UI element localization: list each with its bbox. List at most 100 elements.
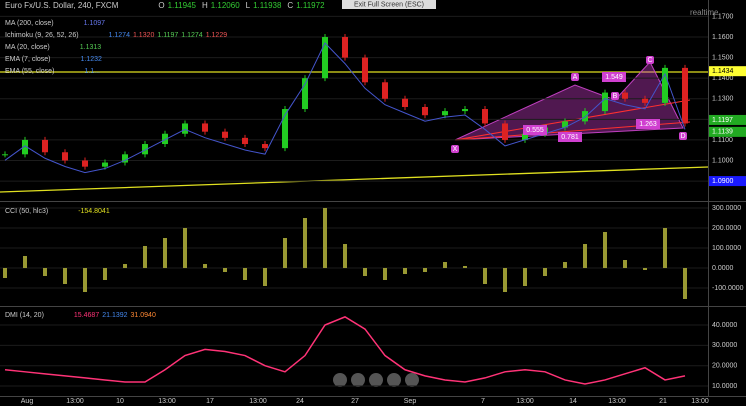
exit-fullscreen-label[interactable]: Exit Full Screen (ESC)	[354, 1, 424, 8]
cci-bar	[263, 268, 267, 286]
dmi-reading: 15.4687	[74, 312, 99, 319]
candle	[522, 133, 528, 140]
pattern-ratio-tag	[523, 125, 547, 135]
dmi-title: DMI (14, 20)	[5, 312, 44, 319]
candle	[382, 82, 388, 99]
candle	[22, 139, 28, 155]
candle	[42, 139, 48, 153]
y-tick-label: 1.1500	[712, 54, 734, 61]
pattern-point-tag	[571, 73, 579, 81]
candle	[322, 37, 328, 79]
cci-bar	[463, 266, 467, 268]
candle	[302, 78, 308, 110]
x-tick-label: 27	[351, 398, 359, 405]
candle	[662, 67, 668, 103]
candle	[162, 133, 168, 145]
cci-bar	[143, 246, 147, 268]
x-tick-label: 13:00	[249, 398, 267, 405]
cci-bar	[203, 264, 207, 268]
candle	[102, 162, 108, 167]
indicator-value: 1.1313	[80, 44, 102, 51]
x-tick-label: 13:00	[158, 398, 176, 405]
candle	[602, 92, 608, 112]
y-tick-label: 1.1600	[712, 34, 734, 41]
y-tick-label: 30.0000	[712, 342, 737, 349]
ohlc-key: C	[287, 1, 293, 10]
cci-bar	[63, 268, 67, 284]
pattern-ratio: 1.549	[605, 74, 623, 81]
nav-button[interactable]	[405, 373, 419, 387]
cci-bar	[643, 268, 647, 270]
pattern-point: X	[453, 146, 458, 153]
ohlc-value: 1.11972	[296, 1, 325, 10]
cci-bar	[523, 268, 527, 286]
indicator-value: 1.1232	[81, 56, 103, 63]
candle	[422, 106, 428, 116]
indicator-value: 1.1274	[109, 32, 131, 39]
pattern-point-tag	[451, 145, 459, 153]
cci-bar	[363, 268, 367, 276]
cci-bar	[503, 268, 507, 292]
pattern-ratio-tag	[558, 132, 582, 142]
ohlc-key: O	[158, 1, 164, 10]
x-tick-label: Aug	[21, 398, 34, 405]
pattern-point-tag	[679, 132, 687, 140]
nav-button[interactable]	[369, 373, 383, 387]
x-tick-label: 17	[206, 398, 214, 405]
pattern-ratio: 1.263	[639, 121, 657, 128]
indicator-value: 1.1197	[157, 32, 178, 39]
exit-fullscreen-button[interactable]	[342, 0, 436, 9]
candle	[282, 109, 288, 149]
dmi-reading: 21.1392	[102, 312, 127, 319]
cci-bar	[243, 268, 247, 280]
price-marker	[709, 114, 746, 125]
y-tick-label: 40.0000	[712, 322, 737, 329]
cci-bar	[183, 228, 187, 268]
x-tick-label: Sep	[404, 398, 417, 405]
cci-bar	[123, 264, 127, 268]
y-tick-label: 300.0000	[712, 205, 741, 212]
nav-button[interactable]	[351, 373, 365, 387]
cci-bar	[403, 268, 407, 274]
cci-bar	[423, 268, 427, 272]
indicator-value: 1.1...	[84, 68, 100, 75]
indicator-legend: EMA (7, close) 1.1232	[5, 56, 102, 63]
y-tick-label: 1.1000	[712, 157, 734, 164]
candle	[562, 121, 568, 128]
pattern-ratio: 0.781	[561, 134, 579, 141]
pattern-ratio-tag	[636, 119, 660, 129]
indicator-value: 1.1097	[84, 20, 106, 27]
cci-bar	[483, 268, 487, 284]
cci-bar	[563, 262, 567, 268]
cci-bar	[23, 256, 27, 268]
symbol-header: Euro Fx/U.S. Dollar, 240, FXCM O 1.11945 H 1…	[5, 1, 325, 10]
candle	[82, 160, 88, 167]
x-tick-label: 24	[296, 398, 304, 405]
cci-bar	[443, 262, 447, 268]
candle	[262, 144, 268, 149]
y-tick-label: 1.1300	[712, 96, 734, 103]
price-marker	[709, 176, 746, 187]
x-tick-label: 21	[659, 398, 667, 405]
pattern-point: C	[647, 57, 652, 64]
dmi-line	[4, 316, 686, 385]
nav-button[interactable]	[387, 373, 401, 387]
cci-bar	[303, 218, 307, 268]
indicator-legend: EMA (55, close) 1.1...	[5, 68, 100, 75]
y-tick-label: 1.1100	[712, 137, 733, 144]
cci-bar	[583, 244, 587, 268]
candle	[342, 37, 348, 58]
candle	[122, 154, 128, 163]
symbol: Euro Fx/U.S. Dollar, 240, FXCM	[5, 1, 119, 10]
status: realtime	[690, 8, 719, 17]
price-marker-label: 1.0900	[712, 178, 734, 185]
price-marker-label: 1.1434	[712, 68, 734, 75]
ohlc-value: 1.11945	[168, 1, 197, 10]
nav-button[interactable]	[333, 373, 347, 387]
trend-line	[454, 99, 691, 141]
y-tick-label: 10.0000	[712, 383, 737, 390]
candle	[682, 67, 688, 124]
candle	[462, 109, 468, 112]
pattern-ratio: 0.555	[526, 127, 544, 134]
